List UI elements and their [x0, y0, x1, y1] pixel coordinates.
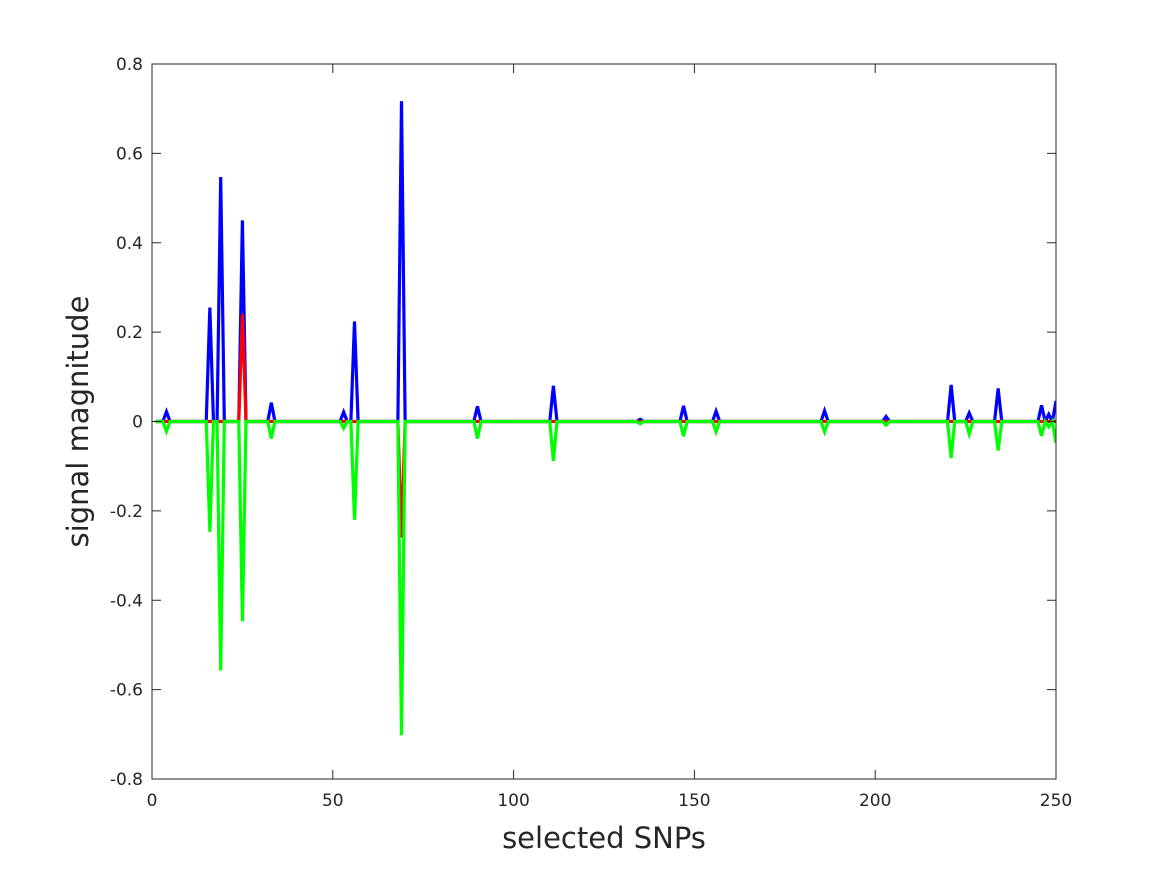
x-tick-label: 250	[1040, 791, 1072, 811]
y-tick-label: 0	[132, 413, 143, 433]
series-line-1	[155, 314, 1056, 538]
series-layer	[155, 101, 1056, 736]
y-tick-label: 0.8	[116, 55, 143, 75]
y-tick-label: 0.2	[116, 323, 143, 343]
series-line-2	[155, 417, 1056, 736]
series-line-0	[155, 101, 1056, 427]
tick-layer: 0 50 100 150 200 250 -0.8 -0.6 -0.4 -0.2 0 0.2 0.4 0.…	[110, 55, 1072, 811]
y-tick-label: -0.6	[110, 681, 143, 701]
y-tick-label: -0.2	[110, 502, 143, 522]
x-axis-label: selected SNPs	[502, 821, 706, 855]
y-tick-label: 0.6	[116, 144, 143, 164]
y-axis-label: signal magnitude	[61, 296, 95, 548]
x-tick-label: 50	[322, 791, 344, 811]
x-tick-label: 200	[859, 791, 891, 811]
y-tick-label: -0.4	[110, 591, 143, 611]
x-tick-label: 100	[497, 791, 529, 811]
x-tick-label: 0	[147, 791, 158, 811]
x-tick-label: 150	[678, 791, 710, 811]
y-tick-label: -0.8	[110, 770, 143, 790]
y-tick-label: 0.4	[116, 234, 143, 254]
